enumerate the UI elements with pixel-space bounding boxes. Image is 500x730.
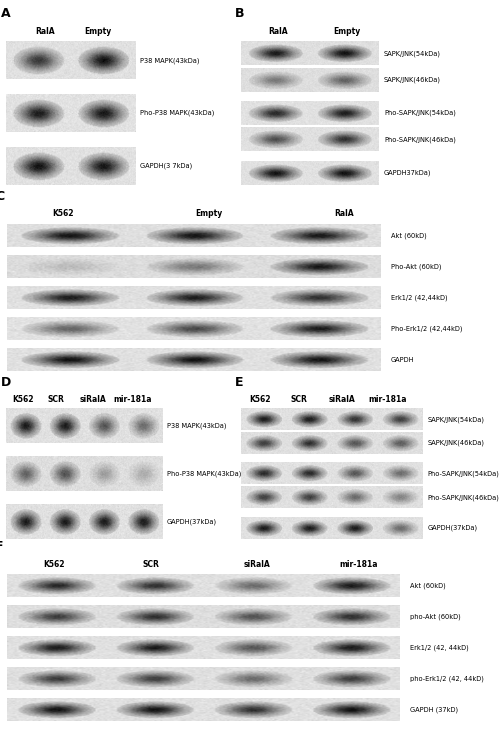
Text: K562: K562: [250, 395, 271, 404]
Text: SCR: SCR: [142, 560, 159, 569]
Text: mir-181a: mir-181a: [368, 395, 407, 404]
Text: K562: K562: [12, 395, 34, 404]
Text: D: D: [0, 376, 11, 389]
Text: RalA: RalA: [268, 27, 288, 36]
Text: siRalA: siRalA: [244, 560, 270, 569]
Text: Pho-SAPK/JNK(46kDa): Pho-SAPK/JNK(46kDa): [384, 136, 456, 142]
Text: GAPDH: GAPDH: [390, 356, 414, 363]
Text: SAPK/JNK(46kDa): SAPK/JNK(46kDa): [384, 77, 441, 83]
Text: Pho-SAPK/JNK(54kDa): Pho-SAPK/JNK(54kDa): [428, 470, 500, 477]
Text: GAPDH(37kDa): GAPDH(37kDa): [428, 525, 478, 531]
Text: K562: K562: [52, 210, 74, 218]
Text: GAPDH (37kD): GAPDH (37kD): [410, 707, 458, 713]
Text: B: B: [235, 7, 244, 20]
Text: GAPDH(3 7kDa): GAPDH(3 7kDa): [140, 163, 192, 169]
Text: Pho-Erk1/2 (42,44kD): Pho-Erk1/2 (42,44kD): [390, 326, 462, 332]
Text: pho-Erk1/2 (42, 44kD): pho-Erk1/2 (42, 44kD): [410, 676, 484, 683]
Text: pho-Akt (60kD): pho-Akt (60kD): [410, 614, 461, 620]
Text: GAPDH37kDa): GAPDH37kDa): [384, 169, 432, 176]
Text: Pho-SAPK/JNK(46kDa): Pho-SAPK/JNK(46kDa): [428, 494, 500, 501]
Text: Pho-P38 MAPK(43kDa): Pho-P38 MAPK(43kDa): [166, 470, 241, 477]
Text: P38 MAPK(43kDa): P38 MAPK(43kDa): [140, 57, 200, 64]
Text: GAPDH(37kDa): GAPDH(37kDa): [166, 518, 217, 525]
Text: F: F: [0, 540, 4, 553]
Text: Empty: Empty: [195, 210, 222, 218]
Text: Empty: Empty: [334, 27, 360, 36]
Text: mir-181a: mir-181a: [340, 560, 378, 569]
Text: Erk1/2 (42, 44kD): Erk1/2 (42, 44kD): [410, 645, 469, 651]
Text: Pho-SAPK/JNK(54kDa): Pho-SAPK/JNK(54kDa): [384, 110, 456, 116]
Text: Akt (60kD): Akt (60kD): [390, 232, 426, 239]
Text: Pho-P38 MAPK(43kDa): Pho-P38 MAPK(43kDa): [140, 110, 214, 116]
Text: RalA: RalA: [35, 27, 54, 36]
Text: A: A: [0, 7, 10, 20]
Text: siRalA: siRalA: [328, 395, 355, 404]
Text: Erk1/2 (42,44kD): Erk1/2 (42,44kD): [390, 294, 447, 301]
Text: E: E: [235, 376, 244, 389]
Text: Empty: Empty: [84, 27, 111, 36]
Text: Akt (60kD): Akt (60kD): [410, 583, 446, 589]
Text: siRalA: siRalA: [80, 395, 106, 404]
Text: SCR: SCR: [47, 395, 64, 404]
Text: P38 MAPK(43kDa): P38 MAPK(43kDa): [166, 423, 226, 429]
Text: K562: K562: [43, 560, 64, 569]
Text: mir-181a: mir-181a: [114, 395, 152, 404]
Text: SAPK/JNK(46kDa): SAPK/JNK(46kDa): [428, 440, 484, 447]
Text: SAPK/JNK(54kDa): SAPK/JNK(54kDa): [384, 50, 441, 57]
Text: SAPK/JNK(54kDa): SAPK/JNK(54kDa): [428, 416, 484, 423]
Text: RalA: RalA: [334, 210, 354, 218]
Text: SCR: SCR: [290, 395, 307, 404]
Text: Pho-Akt (60kD): Pho-Akt (60kD): [390, 264, 441, 270]
Text: C: C: [0, 190, 4, 203]
